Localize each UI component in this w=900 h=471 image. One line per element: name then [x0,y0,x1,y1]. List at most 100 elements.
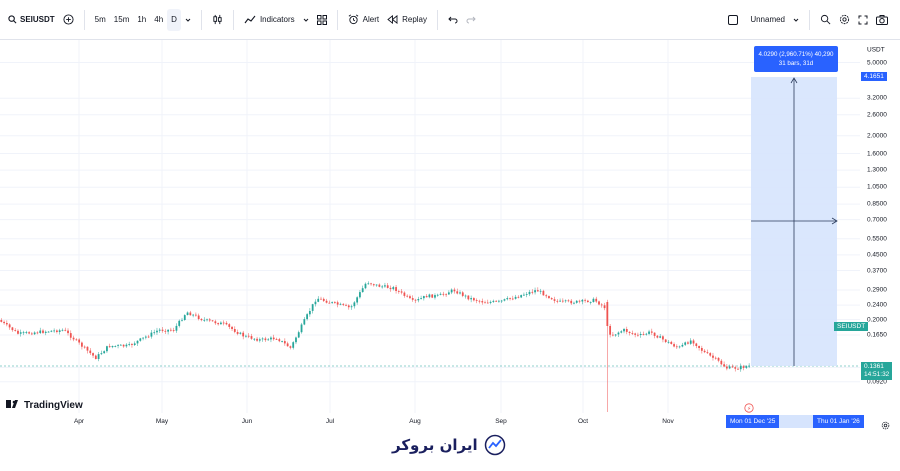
candle-body [211,320,214,322]
candle-body [103,351,106,354]
tradingview-logo[interactable]: TradingView [6,400,83,411]
candle-body [381,286,384,288]
redo-button[interactable] [462,9,480,31]
candle-body [509,298,511,299]
compare-add-button[interactable] [59,9,78,31]
candle-body [30,333,33,335]
templates-button[interactable] [313,9,331,31]
candle-body [58,330,61,332]
candle-body [339,303,342,305]
layout-name-button[interactable]: Unnamed [742,9,803,31]
price-chart[interactable]: TradingView ⚡ [0,40,860,413]
quick-search-button[interactable] [816,9,835,31]
price-tick-label: 3.2000 [867,94,887,102]
fullscreen-button[interactable] [854,9,872,31]
event-marker[interactable]: ⚡ [744,403,754,413]
candle-body [167,329,169,332]
candle-body [14,330,17,331]
interval-1h[interactable]: 1h [137,15,147,24]
candle-body [703,350,706,353]
candle-body [675,346,678,348]
candle-body [384,285,386,287]
candle-body [664,339,667,342]
chart-type-button[interactable] [208,9,227,31]
candle-body [406,295,409,297]
candle-body [100,353,103,355]
axis-settings-button[interactable] [881,417,890,435]
symbol-label: SEIUSDT [20,15,55,24]
candle-body [706,352,709,354]
candle-body [453,289,456,292]
candle-body [67,330,69,334]
candle-body [258,339,261,341]
candle-body [233,329,236,332]
symbol-search-button[interactable]: SEIUSDT [4,9,59,31]
checkbox-icon [728,14,739,25]
target-price-badge: 4.1651 [861,72,887,81]
candle-body [345,304,347,306]
undo-button[interactable] [444,9,462,31]
interval-15m[interactable]: 15m [113,15,130,24]
candle-body [231,326,233,329]
layout-name: Unnamed [750,15,785,24]
candle-body [395,287,397,291]
replay-button[interactable]: Replay [383,9,431,31]
price-axis-currency: USDT [867,46,885,54]
interval-4h[interactable]: 4h [154,15,164,24]
candle-body [617,332,620,335]
last-price: 0.1361 [864,363,884,370]
tradingview-text: TradingView [24,400,83,411]
tradingview-icon [6,400,18,408]
candle-body [614,334,617,336]
candle-body [556,300,559,302]
candles-icon [213,14,222,25]
indicators-button[interactable]: Indicators [240,9,299,31]
candle-body [667,341,670,343]
candle-body [94,355,97,359]
candle-body [678,346,681,348]
candle-body [464,295,467,297]
candle-body [342,303,345,305]
candle-body [670,341,673,344]
candle-body [119,344,122,346]
candle-body [92,353,94,356]
candle-body [334,302,336,303]
price-tick-label: 0.1650 [867,331,887,339]
candle-body [712,355,714,358]
watermark-text: ایران بروکر [392,436,478,454]
price-tick-label: 0.8500 [867,200,887,208]
interval-1d[interactable]: D [167,8,181,31]
candle-body [242,332,245,337]
price-tick-label: 1.3000 [867,166,887,174]
candle-body [642,334,645,335]
month-label: Jul [325,418,335,425]
candle-body [623,329,625,332]
candle-body [511,298,514,300]
snapshot-button[interactable] [872,9,892,31]
settings-button[interactable] [835,9,854,31]
candle-body [548,296,550,298]
candle-body [281,341,283,342]
alert-button[interactable]: Alert [344,9,383,31]
interval-dropdown[interactable] [181,9,195,31]
measure-tooltip: 4.0290 (2,960.71%) 40,290 31 bars, 31d [754,46,838,72]
candle-body [414,299,417,301]
candle-body [220,322,222,325]
broker-logo-icon [484,434,505,456]
interval-5m[interactable]: 5m [94,15,106,24]
layout-checkbox[interactable] [724,9,742,31]
candle-body [592,298,595,302]
indicators-dropdown[interactable] [299,9,313,31]
chevron-down-icon [793,18,799,22]
candle-body [545,295,548,297]
candle-body [723,364,725,367]
candle-body [253,338,256,340]
candle-body [714,357,717,359]
candle-body [200,319,203,321]
price-axis[interactable]: USDT 5.0000 3.2000 2.6000 2.0000 1.6000 1.300… [860,40,900,413]
candle-body [523,294,525,296]
candle-body [142,337,144,339]
candle-body [289,346,292,348]
time-axis[interactable]: Apr May Jun Jul Aug Sep Oct Nov Mon 01 D… [0,413,880,430]
candle-body [420,298,422,299]
